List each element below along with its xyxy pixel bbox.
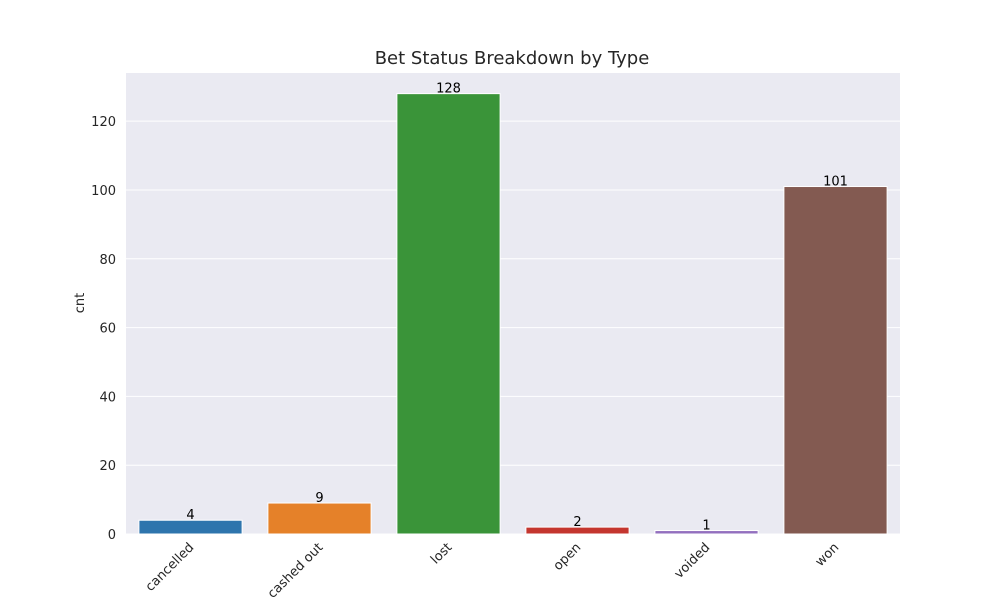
y-tick-label: 20 [99, 459, 116, 474]
y-tick-label: 0 [108, 528, 116, 543]
y-tick-label: 40 [99, 390, 116, 405]
plot-background [126, 73, 900, 534]
gridlines [126, 120, 900, 535]
x-tick-label: cashed out [265, 540, 326, 600]
data-label-open: 2 [573, 515, 581, 530]
x-tick-label: open [551, 540, 585, 574]
bars [138, 93, 888, 535]
chart-title: Bet Status Breakdown by Type [375, 48, 650, 69]
y-tick-label: 120 [91, 115, 116, 130]
data-label-lost: 128 [436, 82, 461, 97]
x-tick-label: lost [428, 540, 455, 567]
y-tick-label: 60 [99, 322, 116, 337]
y-tick-label: 80 [99, 253, 116, 268]
bar-cashed-out [267, 502, 372, 535]
bar-lost [396, 93, 501, 535]
data-label-cancelled: 4 [186, 508, 194, 523]
x-tick-label: won [813, 540, 843, 570]
data-label-cashed-out: 9 [315, 491, 323, 506]
y-tick-label: 100 [91, 184, 116, 199]
x-tick-label: voided [672, 540, 714, 582]
y-axis-label: cnt [73, 293, 88, 313]
bar-open [525, 526, 630, 535]
data-label-voided: 1 [702, 519, 710, 534]
y-axis-ticks: 0 20 40 60 80 100 120 [91, 115, 116, 543]
data-label-won: 101 [823, 175, 848, 190]
bar-won [783, 186, 888, 535]
x-tick-label: cancelled [143, 540, 197, 594]
x-axis-ticks: cancelled cashed out lost open voided won [143, 540, 842, 600]
bar-voided [654, 530, 759, 535]
bar-cancelled [138, 519, 243, 535]
data-labels: 4 9 128 2 1 101 [186, 82, 848, 534]
